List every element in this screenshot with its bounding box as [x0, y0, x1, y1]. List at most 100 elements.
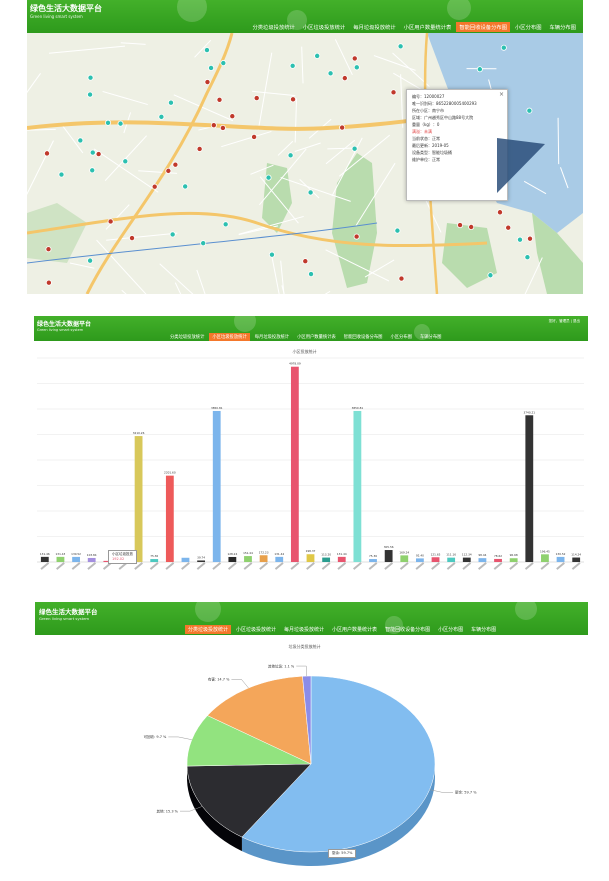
bar[interactable]	[244, 556, 252, 562]
device-marker[interactable]	[468, 224, 475, 231]
device-marker[interactable]	[353, 64, 360, 71]
device-marker[interactable]	[476, 66, 483, 73]
device-marker[interactable]	[208, 64, 215, 71]
device-marker[interactable]	[219, 124, 226, 131]
device-marker[interactable]	[87, 74, 94, 81]
bar[interactable]	[40, 556, 49, 562]
nav-item-2[interactable]: 每月垃圾投放统计	[284, 627, 325, 633]
device-marker[interactable]	[397, 43, 404, 50]
device-marker[interactable]	[45, 279, 52, 286]
device-marker[interactable]	[203, 47, 210, 54]
bar[interactable]	[212, 410, 221, 562]
device-marker[interactable]	[167, 99, 174, 106]
device-marker[interactable]	[87, 91, 94, 98]
device-marker[interactable]	[289, 62, 296, 69]
bar[interactable]	[369, 559, 377, 562]
device-marker[interactable]	[500, 44, 507, 51]
popup-close-button[interactable]: ×	[498, 91, 504, 98]
nav-item-3[interactable]: 小区用户数量统计表	[297, 335, 336, 340]
device-marker[interactable]	[487, 272, 494, 279]
device-marker[interactable]	[200, 240, 207, 247]
device-marker[interactable]	[351, 145, 358, 152]
nav-item-2[interactable]: 每月垃圾投放统计	[353, 25, 396, 31]
bar[interactable]	[353, 410, 362, 562]
device-marker[interactable]	[253, 95, 260, 102]
bar[interactable]	[572, 557, 581, 562]
nav-item-4[interactable]: 智能回收设备分布图	[456, 22, 510, 32]
device-marker[interactable]	[87, 257, 94, 264]
bar[interactable]	[509, 558, 518, 562]
device-marker[interactable]	[122, 158, 129, 165]
device-marker[interactable]	[308, 271, 315, 278]
device-marker[interactable]	[58, 171, 65, 178]
nav-item-2[interactable]: 每月垃圾投放统计	[254, 335, 290, 340]
user-info[interactable]: 您好，管理员 | 退出	[548, 319, 580, 323]
map-view[interactable]: × 编号：12000027 唯一识别码：8652280005400293 所在小区：…	[27, 33, 583, 294]
device-marker[interactable]	[302, 258, 309, 265]
bar[interactable]	[525, 415, 534, 562]
device-marker[interactable]	[169, 231, 176, 238]
bar[interactable]	[290, 366, 299, 562]
device-marker[interactable]	[351, 55, 358, 62]
bar[interactable]	[165, 475, 174, 562]
bar[interactable]	[259, 555, 268, 562]
bar[interactable]	[134, 436, 143, 562]
device-marker[interactable]	[526, 107, 533, 114]
nav-item-5[interactable]: 小区分布图	[515, 25, 542, 31]
nav-item-0[interactable]: 分类垃圾投放统计	[170, 335, 205, 340]
nav-item-5[interactable]: 小区分布图	[438, 627, 464, 633]
device-marker[interactable]	[151, 183, 158, 190]
bar[interactable]	[431, 557, 440, 562]
bar[interactable]	[322, 557, 331, 562]
device-marker[interactable]	[394, 227, 401, 234]
bar[interactable]	[462, 557, 471, 562]
device-marker[interactable]	[251, 133, 258, 140]
device-marker[interactable]	[117, 120, 124, 127]
nav-item-0[interactable]: 分类垃圾投放统计	[185, 625, 232, 634]
bar[interactable]	[478, 558, 487, 562]
nav-item-3[interactable]: 小区用户数量统计表	[332, 627, 378, 633]
device-marker[interactable]	[105, 119, 112, 126]
bar[interactable]	[103, 560, 112, 562]
device-marker[interactable]	[457, 222, 464, 229]
device-marker[interactable]	[129, 235, 136, 242]
bar[interactable]	[87, 557, 96, 562]
device-marker[interactable]	[196, 145, 203, 152]
nav-item-6[interactable]: 车辆分布图	[419, 335, 442, 340]
device-marker[interactable]	[307, 189, 314, 196]
device-marker[interactable]	[287, 152, 294, 159]
pie-slice[interactable]	[186, 715, 312, 767]
device-marker[interactable]	[353, 233, 360, 240]
bar[interactable]	[275, 556, 284, 562]
device-marker[interactable]	[182, 183, 189, 190]
device-marker[interactable]	[398, 275, 405, 282]
device-marker[interactable]	[526, 235, 533, 242]
device-marker[interactable]	[210, 122, 217, 129]
device-marker[interactable]	[268, 251, 275, 258]
device-marker[interactable]	[341, 75, 348, 82]
bar[interactable]	[306, 554, 315, 562]
nav-item-5[interactable]: 小区分布图	[390, 335, 412, 340]
device-marker[interactable]	[524, 254, 531, 261]
bar[interactable]	[556, 556, 565, 562]
bar[interactable]	[415, 558, 424, 562]
nav-item-6[interactable]: 车辆分布图	[471, 627, 497, 633]
device-marker[interactable]	[107, 218, 114, 225]
device-marker[interactable]	[158, 113, 165, 120]
device-marker[interactable]	[339, 124, 346, 131]
bar[interactable]	[541, 554, 549, 562]
device-marker[interactable]	[390, 89, 397, 96]
bar[interactable]	[228, 556, 237, 562]
nav-item-1[interactable]: 小区垃圾投放统计	[302, 25, 346, 31]
bar[interactable]	[494, 558, 502, 562]
bar[interactable]	[384, 550, 393, 562]
device-marker[interactable]	[265, 174, 272, 181]
bar[interactable]	[181, 557, 190, 562]
device-marker[interactable]	[505, 224, 512, 231]
device-marker[interactable]	[327, 70, 334, 77]
nav-item-4[interactable]: 智能回收设备分布图	[343, 335, 383, 340]
device-marker[interactable]	[222, 221, 229, 228]
pie-slice[interactable]	[207, 675, 312, 765]
device-marker[interactable]	[165, 167, 172, 174]
device-marker[interactable]	[229, 113, 236, 120]
